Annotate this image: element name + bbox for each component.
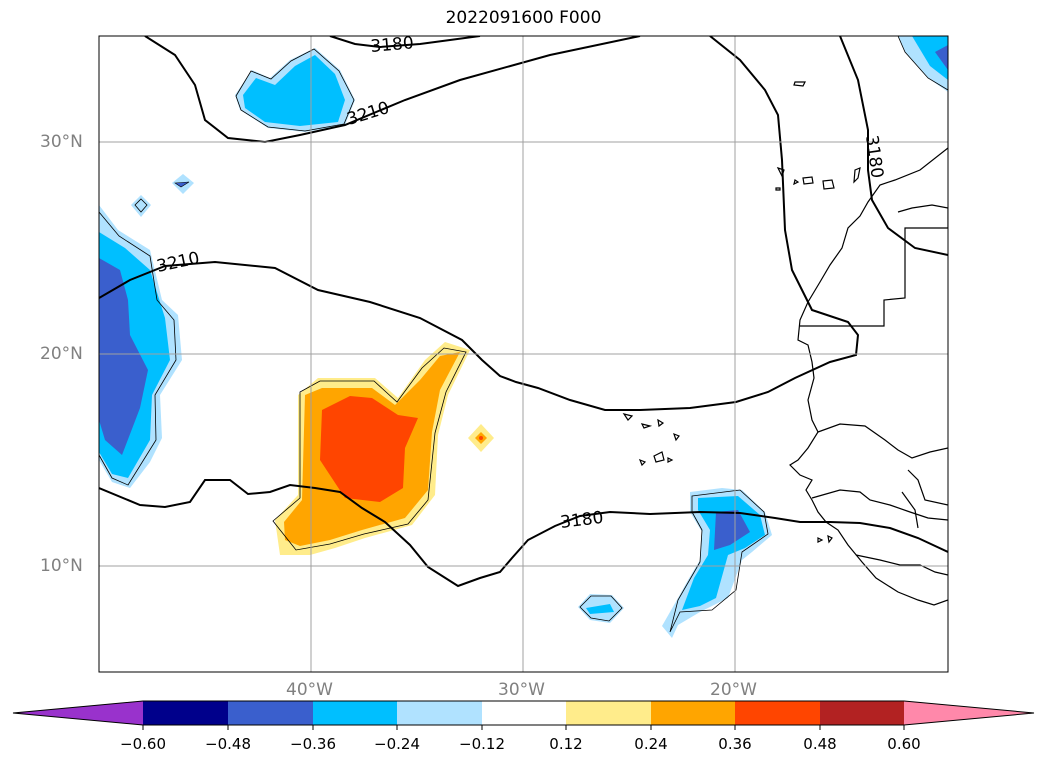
- lon-tick-40w: 40°W: [286, 680, 333, 700]
- lat-tick-30n: 30°N: [40, 132, 83, 152]
- lon-tick-30w: 30°W: [498, 680, 545, 700]
- colorbar-label: −0.36: [290, 735, 336, 753]
- colorbar-segment: [735, 701, 820, 725]
- map-title: 2022091600 F000: [445, 8, 602, 28]
- contour-label-3180-top: 3180: [370, 33, 415, 57]
- colorbar-label: 0.36: [718, 735, 752, 753]
- positive-anomaly-shading: [272, 342, 494, 555]
- colorbar-label: −0.12: [459, 735, 505, 753]
- colorbar-segment: [313, 701, 397, 725]
- contour-label-3210-left: 3210: [155, 248, 201, 277]
- colorbar-label: 0.48: [803, 735, 837, 753]
- contour-label-3180-bottom: 3180: [559, 508, 604, 533]
- map-frame: [98, 35, 949, 673]
- islands: [622, 81, 861, 544]
- colorbar-extend-low: [13, 701, 143, 725]
- colorbar-segment: [143, 701, 228, 725]
- lat-tick-10n: 10°N: [40, 556, 83, 576]
- colorbar-label: 0.60: [887, 735, 921, 753]
- colorbar-segment: [566, 701, 651, 725]
- colorbar-extend-high: [904, 701, 1034, 725]
- coastlines: [789, 147, 948, 606]
- colorbar-segment: [228, 701, 313, 725]
- colorbar-label: −0.60: [120, 735, 166, 753]
- colorbar-label: −0.24: [374, 735, 420, 753]
- lon-tick-20w: 20°W: [710, 680, 757, 700]
- colorbar-segment: [397, 701, 482, 725]
- geopotential-contours: [99, 36, 948, 588]
- colorbar-label: 0.12: [549, 735, 583, 753]
- colorbar-segment: [651, 701, 735, 725]
- contour-label-3180-right: 3180: [861, 134, 887, 180]
- colorbar-label: 0.24: [634, 735, 668, 753]
- lat-tick-20n: 20°N: [40, 344, 83, 364]
- negative-anomaly-shading: [99, 36, 948, 638]
- colorbar-segment: [482, 701, 566, 725]
- gridlines: [99, 36, 948, 672]
- colorbar-segment: [820, 701, 904, 725]
- colorbar: [12, 700, 1035, 730]
- colorbar-label: −0.48: [205, 735, 251, 753]
